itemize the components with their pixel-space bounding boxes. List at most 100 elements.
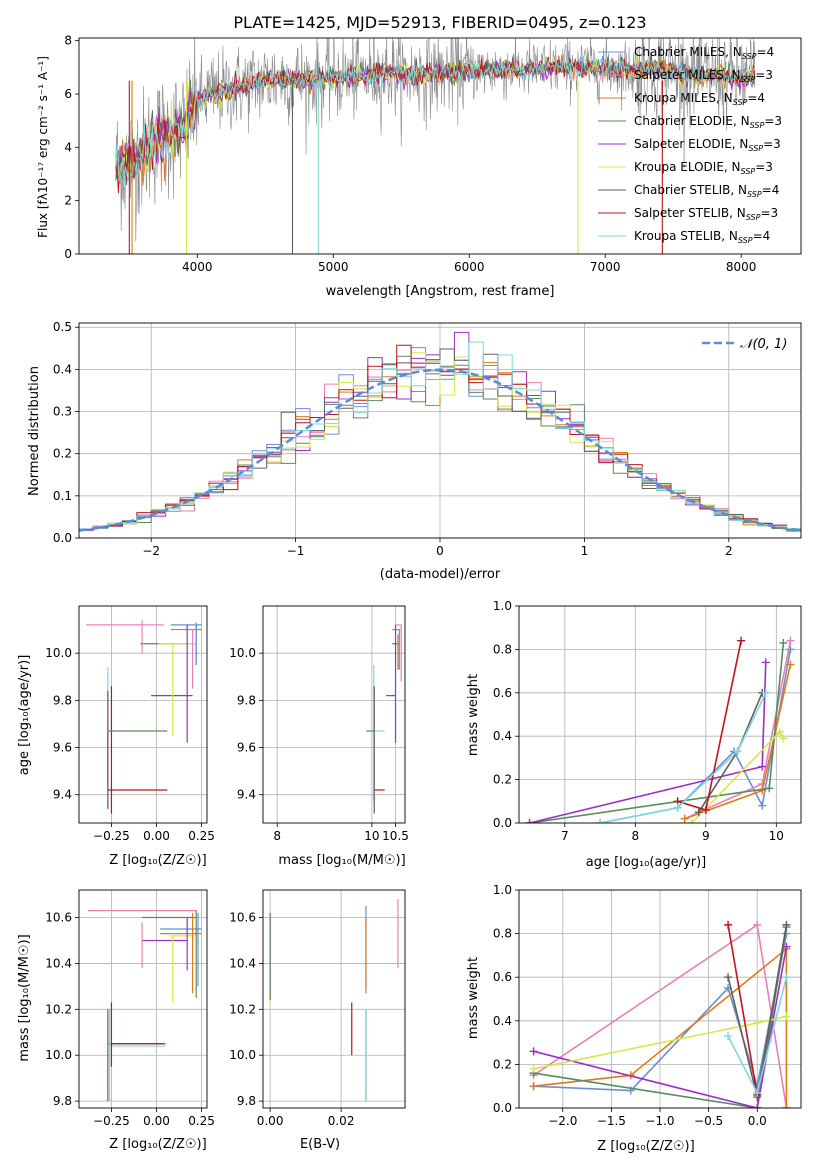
age-vs-metallicity-plot: −0.25 0.00 0.25 9.4 9.6 9.8 10.0: [45, 605, 215, 843]
y-tick-label: 9.6: [53, 741, 72, 755]
weight-marker: [701, 805, 710, 814]
weight-line-4: [533, 946, 788, 1108]
axes-frame: [518, 605, 802, 824]
weight-marker: [782, 973, 791, 982]
residuals-ylabel: Normed distribution: [27, 366, 42, 496]
weight-vs-Z-xlabel: Z [log₁₀(Z/Z☉)]: [597, 1139, 694, 1154]
weight-marker: [782, 1104, 791, 1108]
weight-marker: [775, 727, 784, 736]
legend-label-main: Kroupa ELODIE, N: [634, 160, 741, 174]
legend-label-tail: =4: [756, 45, 774, 59]
legend-label-sub: SSP: [742, 52, 757, 61]
y-tick-label: 10.0: [45, 646, 72, 660]
y-tick-label: 0.2: [493, 773, 512, 787]
plot-area: [525, 636, 795, 823]
residuals-plot: −2 −1 0 1 2 0.0 0.1 0.2 0.3 0.4 0.5: [53, 320, 802, 558]
y-tick-label: 10.0: [229, 646, 256, 660]
weight-marker: [753, 1088, 762, 1097]
legend-label-sub: SSP: [750, 121, 765, 130]
y-tick-label: 1.0: [493, 599, 512, 613]
legend-label: Salpeter MILES, NSSP=3: [634, 68, 773, 84]
x-tick-label: 0.02: [328, 1114, 355, 1128]
x-tick-label: 0.25: [188, 829, 215, 843]
x-tick-label: 5000: [318, 260, 349, 274]
y-tick-label: 0.0: [53, 531, 72, 545]
legend-label: Chabrier ELODIE, NSSP=3: [634, 114, 782, 130]
weight-marker: [758, 762, 767, 771]
x-tick-label: −0.25: [93, 829, 130, 843]
plot-area: [88, 910, 202, 1102]
weight-line-3: [533, 926, 788, 1108]
legend-label-tail: =3: [760, 206, 778, 220]
legend-label: Kroupa ELODIE, NSSP=3: [634, 160, 773, 176]
weight-marker: [737, 636, 746, 645]
axes: 4000 5000 6000 7000 8000 0 2 4 6 8: [64, 34, 756, 274]
x-tick-label: −2: [142, 544, 160, 558]
model-line-8: [115, 54, 756, 188]
legend-label-main: Chabrier STELIB, N: [634, 183, 747, 197]
axes: −2 −1 0 1 2 0.0 0.1 0.2 0.3 0.4 0.5: [53, 320, 733, 558]
axes-frame: [262, 889, 406, 1109]
age-vs-Z-xlabel: Z [log₁₀(Z/Z☉)]: [109, 853, 206, 868]
legend-label-tail: =3: [755, 68, 773, 82]
y-tick-label: 0.2: [53, 447, 72, 461]
y-tick-label: 2: [64, 194, 72, 208]
weight-marker: [753, 920, 762, 929]
y-tick-label: 0.0: [493, 1101, 512, 1115]
y-tick-label: 0.6: [493, 686, 512, 700]
histogram-6: [79, 348, 801, 530]
x-tick-label: 0: [436, 544, 444, 558]
x-tick-label: 10: [364, 829, 379, 843]
y-tick-label: 9.8: [237, 693, 256, 707]
y-tick-label: 0.8: [493, 927, 512, 941]
y-tick-label: 0.5: [53, 320, 72, 334]
x-tick-label: 8: [273, 829, 281, 843]
y-tick-label: 0: [64, 247, 72, 261]
y-tick-label: 0.8: [493, 642, 512, 656]
legend-label-sub: SSP: [746, 213, 761, 222]
weight-marker: [733, 747, 742, 756]
y-tick-label: 9.8: [53, 1094, 72, 1108]
weight-marker: [753, 1104, 762, 1108]
y-tick-label: 6: [64, 87, 72, 101]
legend-label: Chabrier STELIB, NSSP=4: [634, 183, 779, 199]
weight-vs-Z-ylabel: mass weight: [466, 957, 481, 1039]
plot-area: [86, 620, 202, 814]
y-tick-label: 9.6: [237, 741, 256, 755]
weight-marker: [687, 819, 696, 823]
x-tick-label: 10.5: [382, 829, 409, 843]
weight-marker: [529, 1047, 538, 1056]
axes: 0.00 0.02 9.8 10.0 10.2 10.4 10.6: [229, 911, 354, 1128]
weight-vs-metallicity-plot: −2.0 −1.5 −1.0 −0.5 0.0 0.0 0.2 0.4 0.6 0.8 1.0: [493, 883, 802, 1128]
y-tick-label: 10.6: [45, 911, 72, 925]
legend-label-tail: =3: [763, 137, 781, 151]
x-tick-label: 6000: [454, 260, 485, 274]
y-tick-label: 4: [64, 140, 72, 154]
axes: −0.25 0.00 0.25 9.8 10.0 10.2 10.4 10.6: [45, 911, 215, 1128]
legend-label: Kroupa MILES, NSSP=4: [634, 91, 765, 107]
mass-vs-metallicity-plot: −0.25 0.00 0.25 9.8 10.0 10.2 10.4 10.6: [45, 889, 215, 1128]
legend-label-tail: =4: [753, 229, 771, 243]
weight-marker: [525, 819, 534, 823]
weight-vs-age-plot: 7 8 9 10 0.0 0.2 0.4 0.6 0.8 1.0: [493, 599, 802, 843]
weight-marker: [786, 660, 795, 669]
x-tick-label: 8000: [726, 260, 757, 274]
axes-frame: [518, 889, 802, 1109]
weight-marker: [786, 636, 795, 645]
age-vs-mass-plot: 8 10 10.5 9.4 9.6 9.8 10.0: [229, 605, 409, 843]
x-tick-label: 0.00: [257, 1114, 284, 1128]
axes-frame: [78, 322, 802, 539]
x-tick-label: 0.00: [143, 829, 170, 843]
legend-label: Salpeter ELODIE, NSSP=3: [634, 137, 781, 153]
legend-label-main: Salpeter STELIB, N: [634, 206, 746, 220]
y-tick-label: 0.6: [493, 970, 512, 984]
x-tick-label: −0.5: [694, 1114, 723, 1128]
y-tick-label: 9.4: [237, 788, 256, 802]
legend-label-sub: SSP: [741, 167, 756, 176]
weight-marker: [529, 1082, 538, 1091]
legend-label-sub: SSP: [748, 144, 763, 153]
axes-frame: [78, 605, 208, 824]
y-tick-label: 10.2: [45, 1002, 72, 1016]
weight-vs-age-ylabel: mass weight: [466, 674, 481, 756]
